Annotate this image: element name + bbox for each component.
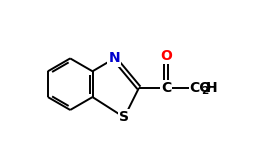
Text: 2: 2 [201,86,208,96]
Text: C: C [161,81,171,95]
Text: CO: CO [189,81,211,95]
Text: H: H [205,81,217,95]
Text: S: S [119,110,129,124]
Text: O: O [160,49,172,63]
Text: N: N [109,51,120,65]
